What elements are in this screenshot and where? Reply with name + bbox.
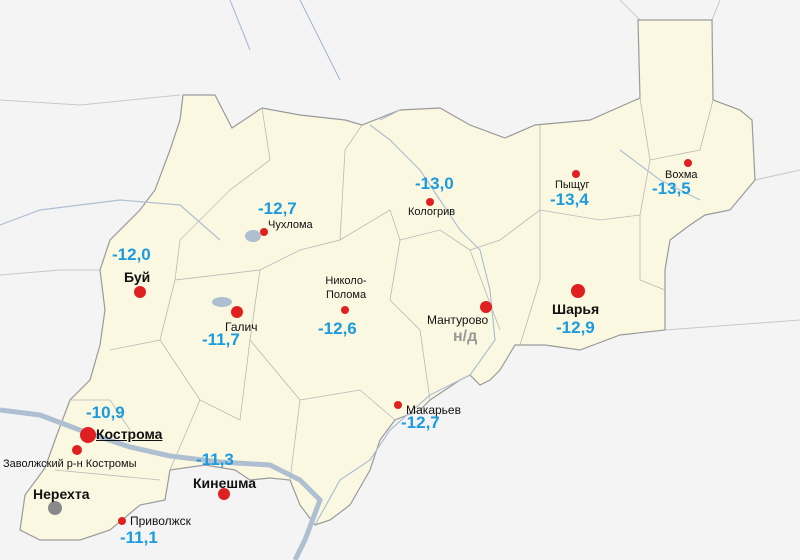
outer-border — [0, 0, 800, 331]
city-dot — [341, 306, 349, 314]
temperature: -12,7 — [258, 199, 297, 218]
city-dot — [260, 228, 268, 236]
city-dot — [134, 286, 146, 298]
temperature: -13,0 — [415, 174, 454, 193]
river — [0, 407, 323, 560]
city-dot — [572, 170, 580, 178]
city-dot — [48, 501, 62, 515]
city-name: Нерехта — [33, 486, 90, 502]
lake — [245, 230, 261, 242]
lake — [212, 297, 232, 307]
city-dot — [684, 159, 692, 167]
city-name: Заволжский р-н Костромы — [3, 458, 137, 470]
city-dot — [80, 427, 96, 443]
city-dot — [72, 445, 82, 455]
district-borders — [54, 97, 714, 481]
city-name: Шарья — [552, 301, 600, 317]
city-name: Чухлома — [268, 219, 313, 231]
city-name: Кинешма — [193, 475, 257, 491]
city-dot — [426, 198, 434, 206]
city-name: Пыщуг — [555, 179, 590, 191]
city-dot — [118, 517, 126, 525]
temperature: -12,9 — [556, 318, 595, 337]
city-name: Макарьев — [406, 403, 461, 417]
temperature: -13,5 — [652, 179, 691, 198]
temperature: -11,7 — [202, 330, 240, 349]
temperature: -11,1 — [120, 528, 158, 547]
city-name: Мантурово — [427, 313, 489, 327]
temperature: -12,6 — [318, 319, 357, 338]
region — [19, 19, 756, 541]
temperature: -12,7 — [401, 413, 440, 432]
city-dot — [218, 488, 230, 500]
city-dot — [571, 284, 585, 298]
city-dot — [480, 301, 492, 313]
city-dot — [231, 306, 243, 318]
temperature: -12,0 — [112, 245, 151, 264]
temperature: н/д — [453, 328, 478, 345]
temperature: -11,3 — [196, 450, 234, 469]
city-dot — [394, 401, 402, 409]
temperature: -13,4 — [550, 190, 589, 209]
stream — [0, 0, 701, 526]
city-name: Галич — [225, 320, 258, 334]
city-name: Приволжск — [130, 514, 191, 528]
city-name: Вохма — [665, 169, 698, 181]
city-name: Кологрив — [408, 206, 456, 218]
city-name: Николо-Полома — [325, 275, 367, 301]
city-name: Кострома — [96, 426, 163, 442]
city-name: Буй — [124, 269, 151, 285]
temperature: -10,9 — [86, 403, 125, 422]
